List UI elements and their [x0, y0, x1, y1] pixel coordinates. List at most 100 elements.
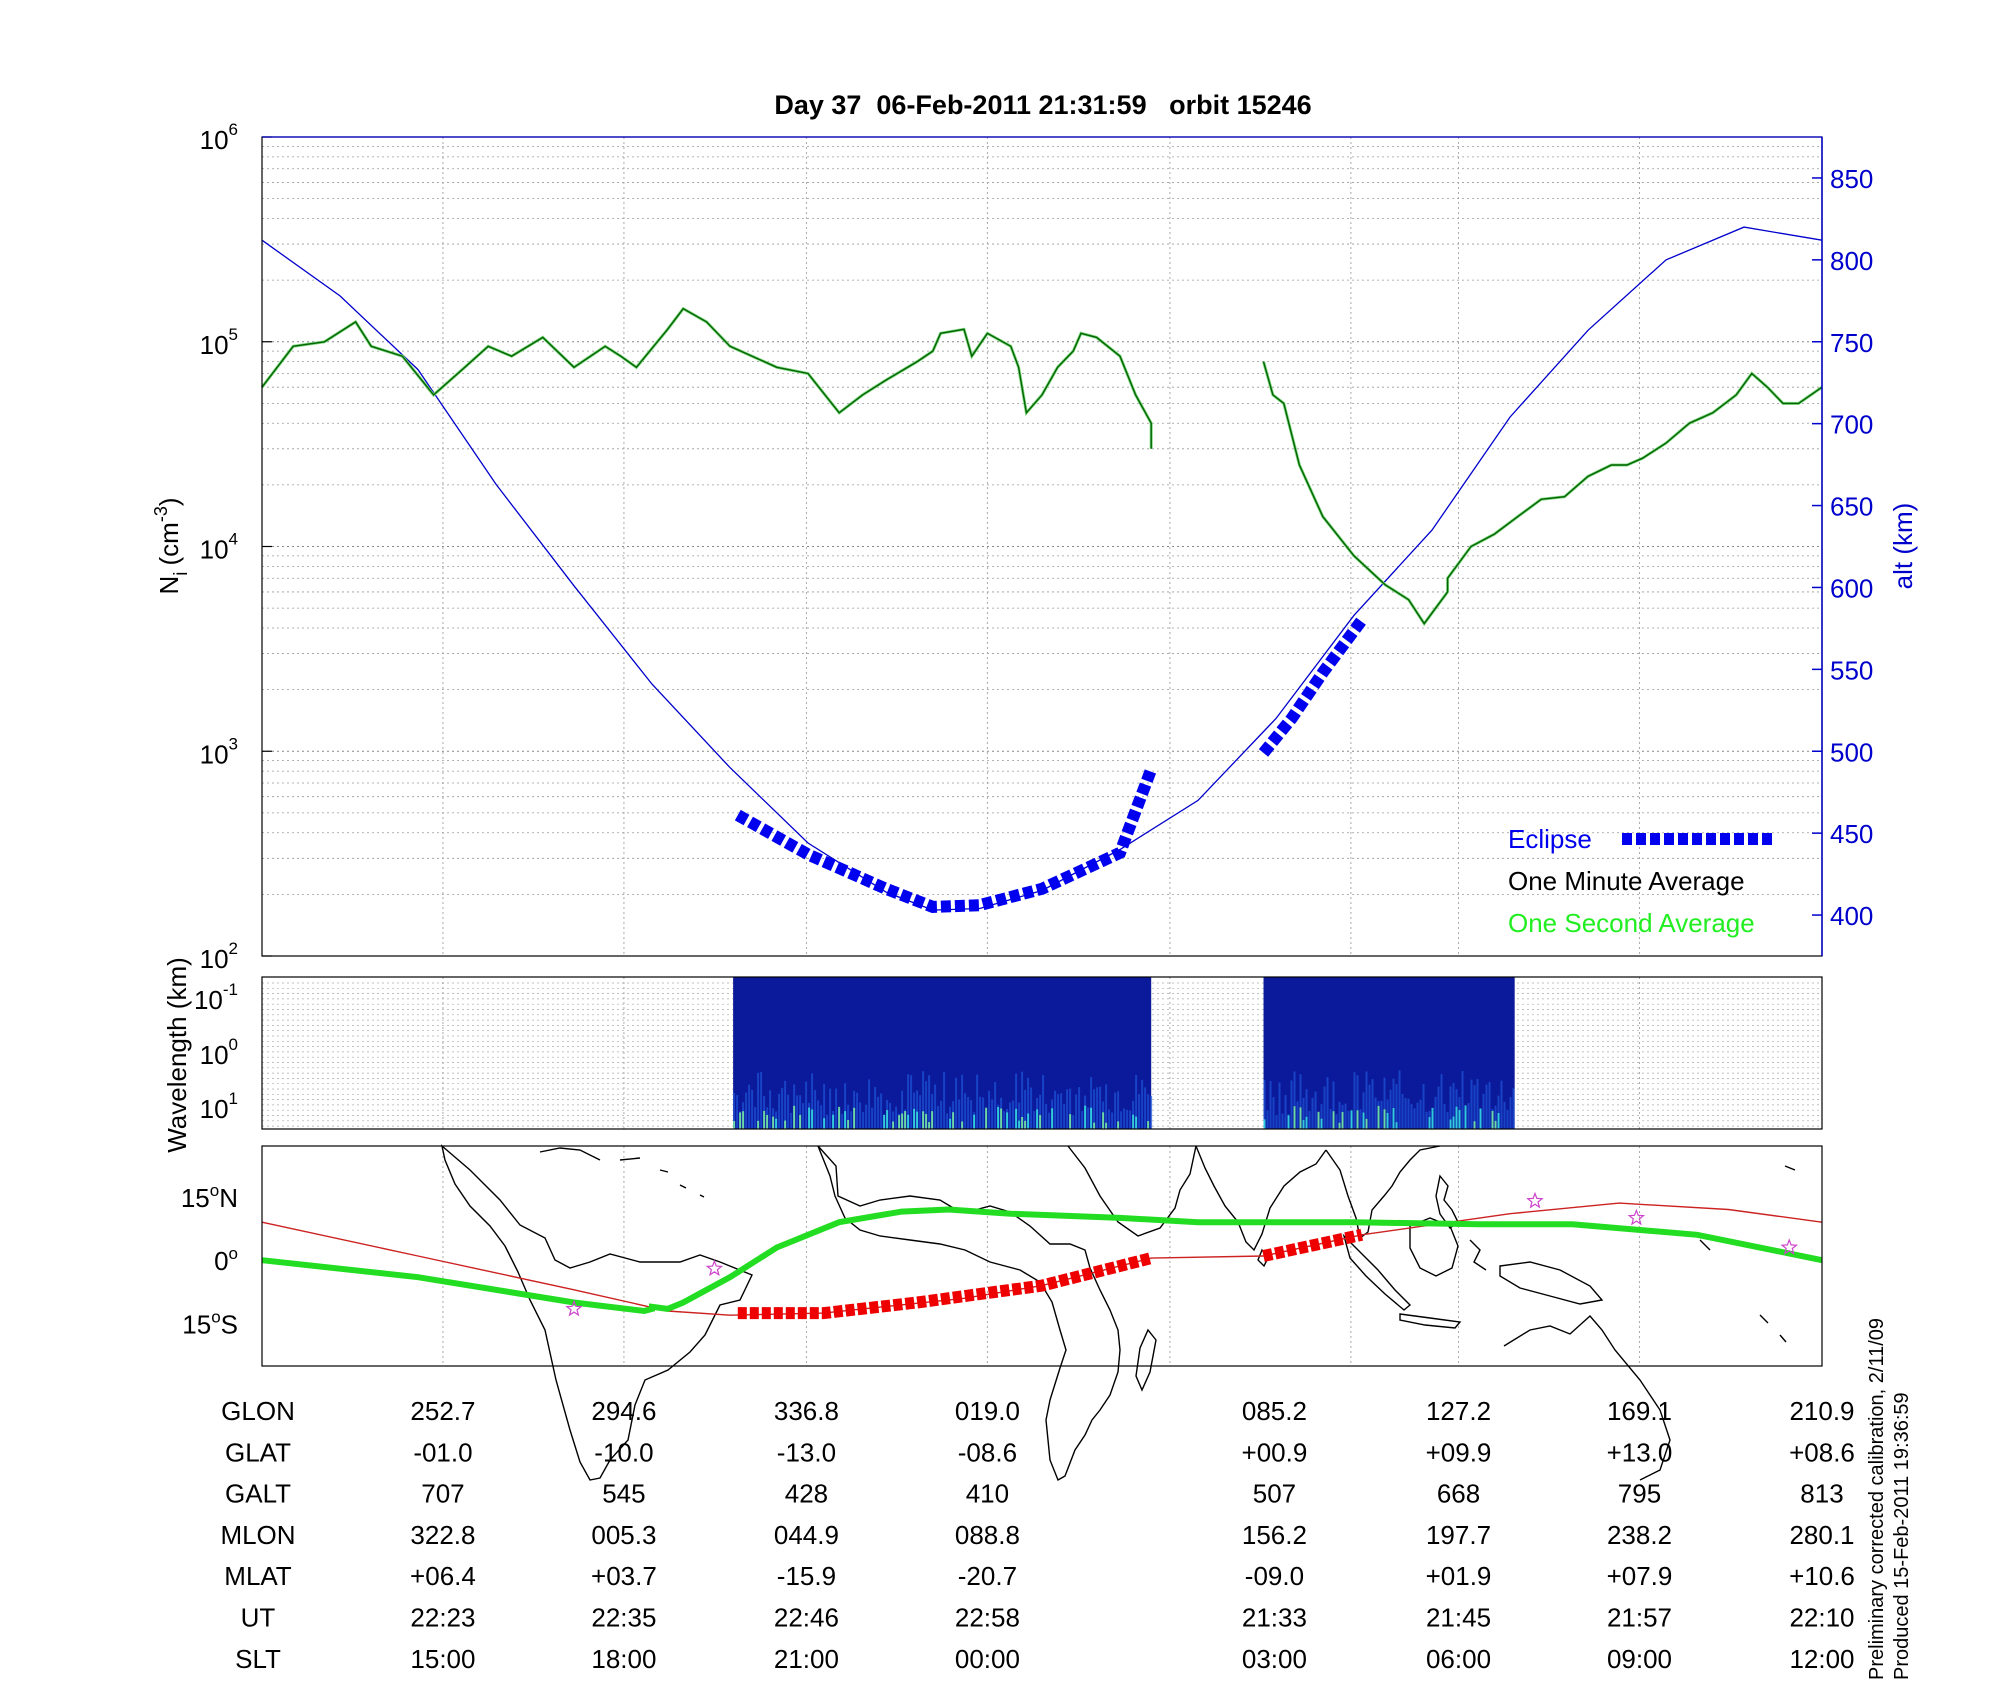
spectrogram-column	[934, 1084, 937, 1129]
spectrogram-bright-column	[1018, 1120, 1021, 1129]
density-y-label-main: N	[154, 576, 184, 595]
spectrogram-bright-column	[931, 1111, 934, 1129]
spectrogram-column	[1353, 1072, 1356, 1129]
tick-exponent: 3	[229, 734, 238, 753]
table-cell: 156.2	[1242, 1520, 1307, 1550]
tick-exponent: 6	[229, 120, 238, 139]
spectrogram-column	[877, 1096, 880, 1129]
density-y-label-units: (cm	[154, 522, 184, 565]
spectrogram-bright-column	[1102, 1112, 1105, 1129]
altitude-tick-label: 400	[1830, 901, 1873, 931]
spectrogram-column	[1296, 1101, 1299, 1129]
legend: Eclipse One Minute Average One Second Av…	[1508, 824, 1774, 938]
density-y-label: Ni (cm-3)	[151, 497, 192, 594]
spectrogram-column	[802, 1103, 805, 1129]
table-cell: 044.9	[774, 1520, 839, 1550]
spectrogram-column	[1093, 1089, 1096, 1129]
table-cell: +01.9	[1426, 1561, 1492, 1591]
density-tick-label: 105	[200, 325, 238, 360]
spectrogram-column	[1120, 1111, 1123, 1129]
spectrogram-column	[1326, 1077, 1329, 1129]
star-markers	[565, 1191, 1798, 1317]
altitude-y-ticks: 400 450 500 550 600 650 700 750 800 850	[1812, 164, 1873, 931]
spectrogram-column	[1281, 1113, 1284, 1129]
table-cell: +06.4	[410, 1561, 476, 1591]
density-tick-label: 106	[200, 120, 238, 155]
latitude-tick-label: 15oS	[182, 1308, 238, 1340]
star-marker	[1627, 1208, 1646, 1226]
spectrogram-bright-column	[1377, 1105, 1380, 1129]
spectrogram-column	[922, 1071, 925, 1129]
spectrogram-column	[1446, 1112, 1449, 1129]
table-cell: 707	[421, 1479, 464, 1509]
spectrogram-column	[1039, 1094, 1042, 1129]
spectrogram-block	[733, 977, 1152, 1129]
spectrogram-bright-column	[1024, 1120, 1027, 1129]
spectrogram-column	[1111, 1112, 1114, 1129]
spectrogram-column	[1147, 1094, 1150, 1129]
spectrogram-bright-column	[1386, 1112, 1389, 1129]
spectrogram-column	[1380, 1100, 1383, 1129]
spectrogram-column	[1081, 1111, 1084, 1129]
spectrogram-bright-column	[922, 1111, 925, 1129]
spectrogram-bright-column	[733, 1120, 736, 1129]
hemisphere: N	[219, 1183, 238, 1213]
spectrogram-bright-column	[799, 1114, 802, 1129]
spectrogram-bright-column	[1287, 1115, 1290, 1129]
table-cell: +10.6	[1789, 1561, 1855, 1591]
spectrogram-bright-column	[1497, 1113, 1500, 1129]
table-cell: 238.2	[1607, 1520, 1672, 1550]
table-cell: +00.9	[1242, 1437, 1308, 1467]
spectrogram-bright-column	[961, 1121, 964, 1129]
one-minute-average-line	[261, 307, 1152, 449]
table-cell: +13.0	[1607, 1437, 1673, 1467]
spectrogram-bright-column	[1090, 1107, 1093, 1129]
spectrogram-bright-column	[907, 1114, 910, 1129]
track-eclipse-segment	[737, 1252, 1153, 1320]
table-cell: 545	[602, 1479, 645, 1509]
table-cell: 019.0	[955, 1396, 1020, 1426]
spectrogram-column	[1365, 1071, 1368, 1129]
tick-exponent: 4	[229, 530, 238, 549]
australia-coastline	[1503, 1314, 1671, 1481]
spectrogram-bright-column	[1428, 1117, 1431, 1129]
latitude-value: 15	[181, 1183, 210, 1213]
spectrogram-bright-column	[1147, 1121, 1150, 1129]
wavelength-tick-label: 100	[200, 1035, 238, 1070]
spectrogram-bright-column	[853, 1107, 856, 1129]
map-frame	[261, 1145, 1823, 1367]
caribbean-islands	[539, 1147, 705, 1198]
spectrogram-column	[943, 1071, 946, 1129]
spectrogram-column	[970, 1100, 973, 1129]
spectrogram-column	[1329, 1108, 1332, 1129]
table-cell: 507	[1253, 1479, 1296, 1509]
spectrogram-bright-column	[1365, 1118, 1368, 1129]
tick-base: 10	[200, 739, 229, 769]
spectrogram-bright-column	[1305, 1116, 1308, 1129]
spectrogram-column	[1290, 1080, 1293, 1129]
spectrogram-bright-column	[886, 1110, 889, 1129]
table-cell: 09:00	[1607, 1644, 1672, 1674]
table-cell: 21:57	[1607, 1603, 1672, 1633]
table-cell: 127.2	[1426, 1396, 1491, 1426]
spectrogram-column	[1410, 1104, 1413, 1129]
table-cell: +07.9	[1607, 1561, 1673, 1591]
table-cell: 410	[966, 1479, 1009, 1509]
spectrogram-column	[1138, 1094, 1141, 1129]
table-cell: 294.6	[591, 1396, 656, 1426]
table-cell: 813	[1800, 1479, 1843, 1509]
sumatra	[1342, 1233, 1412, 1311]
spectrogram-column	[1407, 1098, 1410, 1129]
spectrogram-bright-column	[1473, 1121, 1476, 1129]
spectrogram-column	[1263, 1079, 1266, 1129]
spectrogram-column	[841, 1113, 844, 1129]
spectrogram-bright-column	[784, 1120, 787, 1129]
spectrogram-column	[826, 1114, 829, 1129]
sulawesi-new-guinea	[1469, 1239, 1604, 1305]
spectrogram-column	[754, 1107, 757, 1129]
ion-density-lines	[260, 306, 1823, 627]
spectrogram-column	[1473, 1085, 1476, 1129]
spectrogram-column	[1467, 1103, 1470, 1129]
